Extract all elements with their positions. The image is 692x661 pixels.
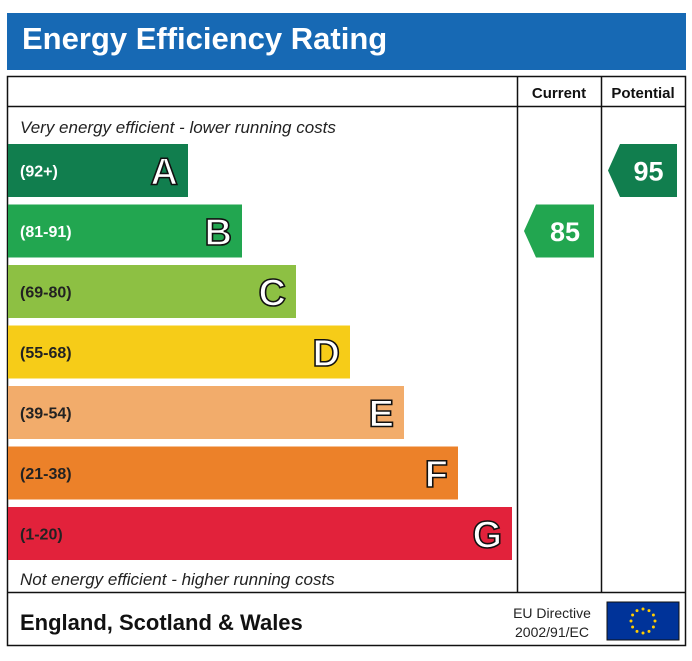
eu-star [635,629,639,633]
band-letter-e: E [369,394,394,436]
band-range-d: (55-68) [20,345,72,362]
band-range-f: (21-38) [20,466,72,483]
eu-star [653,619,657,623]
eu-star [647,609,651,613]
rating-bands: (92+) A (81-91) B (69-80) C (55-68) D (39-54) E (2… [8,144,512,560]
band-bar-d [8,325,350,379]
footer-region: England, Scotland & Wales [20,610,303,635]
eu-star [631,613,635,617]
potential-rating-arrow [608,144,677,197]
band-range-b: (81-91) [20,224,72,241]
band-range-a: (92+) [20,164,58,181]
eu-star [651,625,655,629]
band-letter-a: A [151,152,178,194]
band-range-e: (39-54) [20,406,72,423]
current-rating-arrow [524,204,594,258]
band-letter-d: D [313,333,340,375]
eu-star [651,613,655,617]
directive-line1: EU Directive [513,605,591,621]
top-note: Very energy efficient - lower running co… [20,118,336,137]
chart-title: Energy Efficiency Rating [22,21,388,56]
band-letter-c: C [259,273,286,315]
eu-star [647,629,651,633]
directive-line2: 2002/91/EC [515,624,589,640]
eu-star [641,631,645,635]
current-rating-value: 85 [550,217,580,247]
band-bar-b [8,204,242,258]
eu-star [635,609,639,613]
current-column-header: Current [532,85,586,102]
band-range-c: (69-80) [20,285,72,302]
band-bar-a [8,144,188,197]
band-letter-b: B [205,212,232,254]
potential-column-header: Potential [611,85,674,102]
eu-flag-icon [606,601,680,641]
eu-star [629,619,633,623]
chart-frame [6,75,687,647]
band-bar-f [8,446,458,500]
title-bar: Energy Efficiency Rating [7,13,686,70]
band-bar-e [8,386,404,439]
eu-star [631,625,635,629]
rating-indicators: 85 95 [524,144,677,258]
band-letter-g: G [472,515,502,557]
bottom-note: Not energy efficient - higher running co… [20,570,335,589]
band-letter-f: F [425,454,448,496]
band-bar-g [8,507,512,560]
band-range-g: (1-20) [20,527,63,544]
eu-star [641,607,645,611]
potential-rating-value: 95 [633,157,663,187]
band-bar-c [8,265,296,318]
